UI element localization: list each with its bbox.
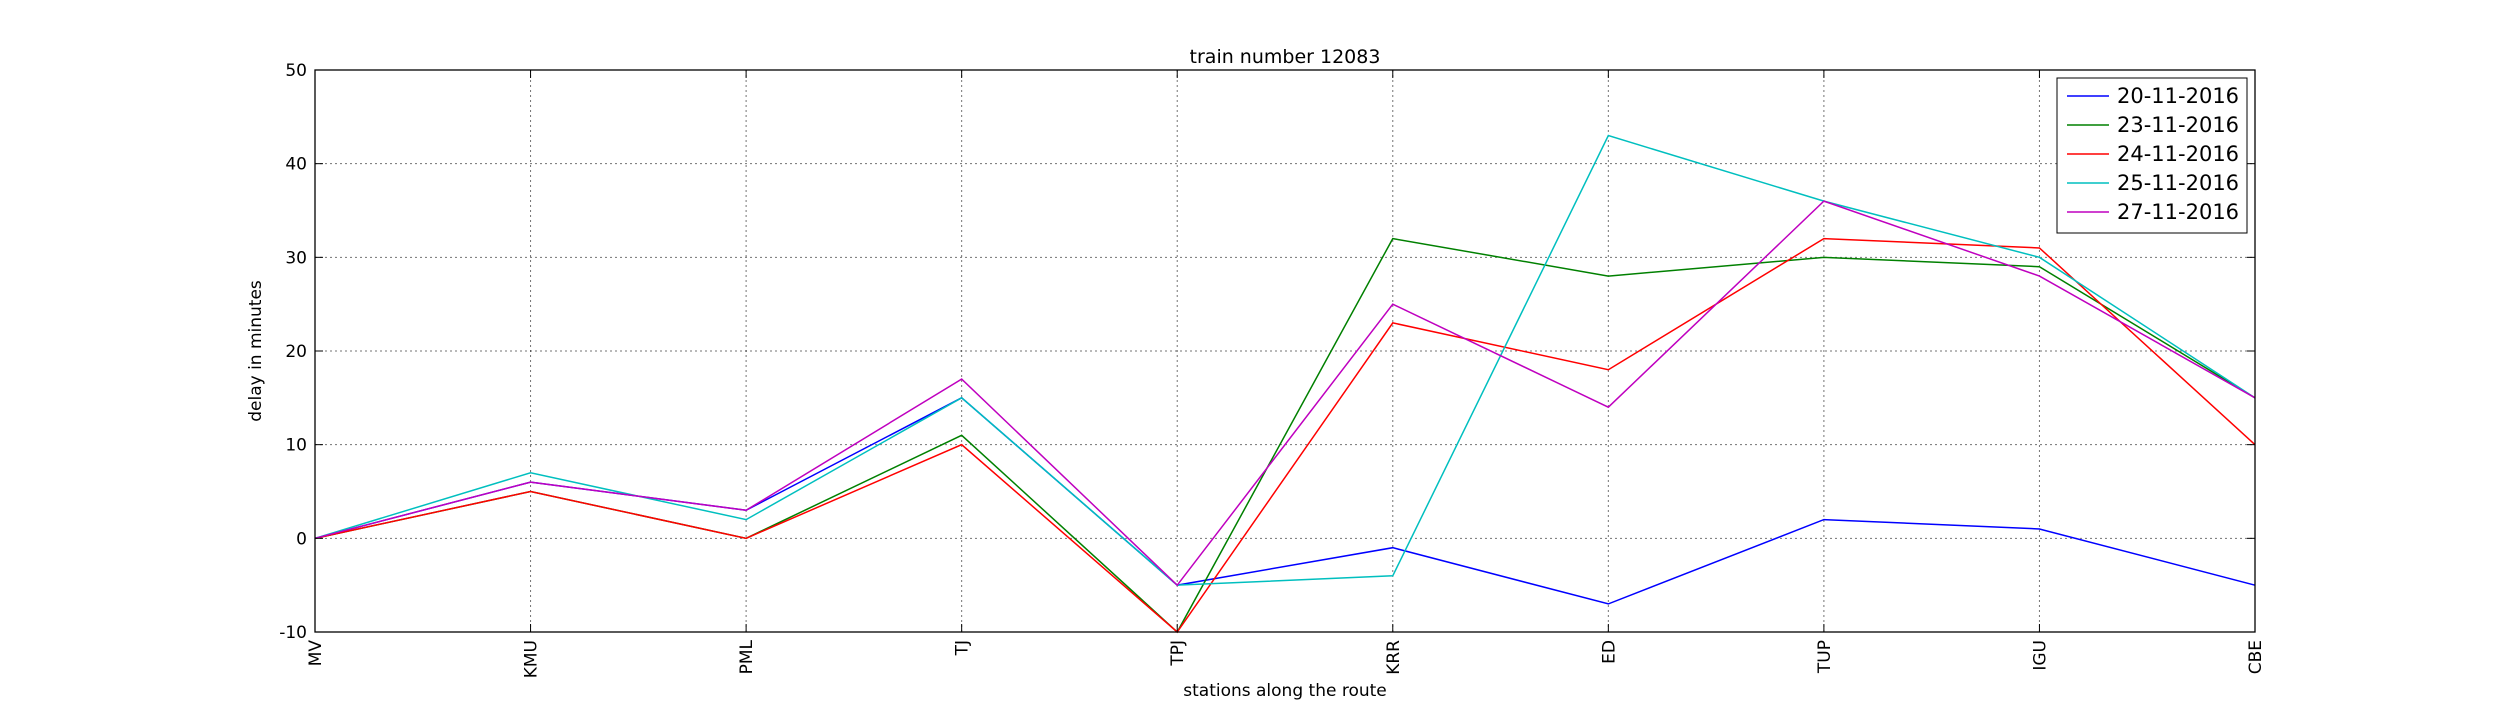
series-line xyxy=(314,237,2256,634)
y-axis-ticks: -10 0 10 20 30 40 50 xyxy=(279,61,2255,643)
series-line xyxy=(314,237,2256,634)
x-tick-label: MV xyxy=(306,640,326,667)
x-tick-label: TUP xyxy=(1815,640,1835,674)
x-tick-label: KMU xyxy=(522,640,542,678)
y-axis-label: delay in minutes xyxy=(246,280,266,422)
y-tick-label: -10 xyxy=(279,623,307,643)
legend-box xyxy=(2056,77,2248,234)
x-tick-label: TPJ xyxy=(1168,640,1188,667)
series-lines xyxy=(314,134,2256,634)
y-tick-label: 20 xyxy=(285,342,307,362)
y-tick-label: 10 xyxy=(285,436,307,456)
x-tick-label: ED xyxy=(1599,640,1619,664)
y-tick-label: 50 xyxy=(285,61,307,81)
y-tick-label: 30 xyxy=(285,248,307,268)
grid-lines xyxy=(315,70,2255,632)
x-axis-label: stations along the route xyxy=(1183,681,1387,700)
x-tick-label: TJ xyxy=(953,640,973,656)
y-tick-label: 40 xyxy=(285,155,307,175)
x-axis-ticks: MV KMU PML TJ TPJ KRR ED TUP IGU CBE xyxy=(306,70,2266,678)
series-line xyxy=(314,134,2256,586)
legend-label: 20-11-2016 xyxy=(2117,84,2239,108)
y-tick-label: 0 xyxy=(296,529,307,549)
legend: 20-11-2016 23-11-2016 24-11-2016 25-11-2016… xyxy=(2056,77,2248,234)
series-line xyxy=(314,396,2256,605)
legend-label: 24-11-2016 xyxy=(2117,142,2239,166)
x-tick-label: CBE xyxy=(2246,640,2266,674)
x-tick-label: KRR xyxy=(1384,640,1404,675)
series-line xyxy=(314,200,2256,587)
x-tick-label: IGU xyxy=(2030,640,2050,671)
legend-label: 25-11-2016 xyxy=(2117,171,2239,195)
x-tick-label: PML xyxy=(737,639,757,674)
chart-title: train number 12083 xyxy=(1190,46,1381,68)
legend-label: 23-11-2016 xyxy=(2117,113,2239,137)
legend-label: 27-11-2016 xyxy=(2117,200,2239,224)
